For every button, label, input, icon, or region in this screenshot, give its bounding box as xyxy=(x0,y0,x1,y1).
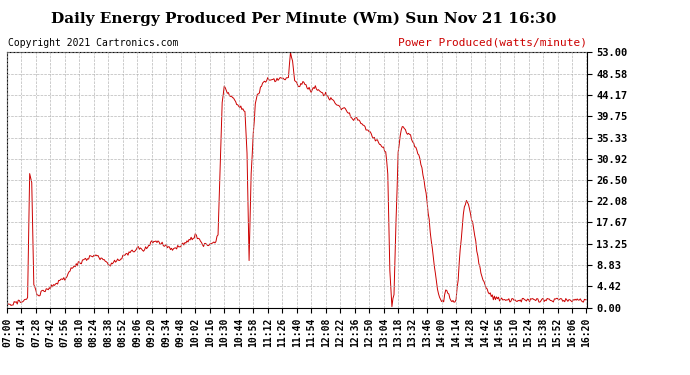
Text: Power Produced(watts/minute): Power Produced(watts/minute) xyxy=(397,38,586,48)
Text: Copyright 2021 Cartronics.com: Copyright 2021 Cartronics.com xyxy=(8,38,179,48)
Text: Daily Energy Produced Per Minute (Wm) Sun Nov 21 16:30: Daily Energy Produced Per Minute (Wm) Su… xyxy=(51,11,556,26)
